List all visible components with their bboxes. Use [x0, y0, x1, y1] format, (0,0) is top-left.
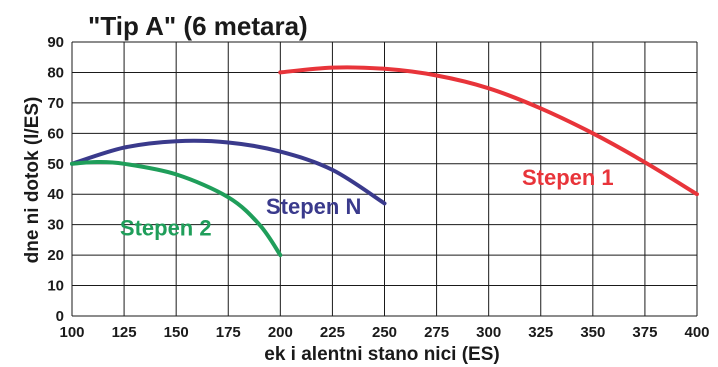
x-tick-label: 225 — [320, 324, 345, 341]
x-tick-label: 375 — [632, 324, 657, 341]
series-line-stepen-2 — [70, 159, 283, 258]
y-tick-label: 90 — [47, 34, 64, 51]
x-tick-label: 175 — [216, 324, 241, 341]
y-tick-label: 20 — [47, 247, 64, 264]
series-lines — [70, 65, 699, 258]
x-tick-label: 250 — [372, 324, 397, 341]
y-tick-label: 10 — [47, 278, 64, 295]
y-tick-label: 40 — [47, 186, 64, 203]
y-axis-label: dne ni dotok (l/ES) — [22, 97, 43, 264]
series-label-stepen-1: Stepen 1 — [522, 165, 614, 190]
x-tick-label: 400 — [684, 324, 709, 341]
x-tick-label: 150 — [164, 324, 189, 341]
x-tick-label: 100 — [59, 324, 84, 341]
grid — [71, 41, 698, 317]
y-tick-label: 70 — [47, 95, 64, 112]
series-labels: Stepen 1 Stepen N Stepen 2 — [120, 165, 614, 240]
y-tick-label: 80 — [47, 64, 64, 81]
y-tick-label: 0 — [56, 308, 64, 325]
chart-title: "Tip A" (6 metara) — [88, 11, 308, 41]
x-tick-label: 350 — [580, 324, 605, 341]
y-ticks: 0 10 20 30 40 50 60 70 80 90 — [47, 34, 64, 325]
x-tick-label: 275 — [424, 324, 449, 341]
series-line-stepen-1 — [278, 65, 699, 197]
series-line-stepen-n — [70, 138, 387, 206]
x-ticks: 100 125 150 175 200 225 250 275 300 325 350 375 400 — [59, 324, 709, 341]
x-axis-label: ek i alentni stano nici (ES) — [264, 344, 499, 365]
x-tick-label: 200 — [268, 324, 293, 341]
series-label-stepen-2: Stepen 2 — [120, 215, 212, 240]
y-tick-label: 30 — [47, 217, 64, 234]
x-tick-label: 325 — [528, 324, 553, 341]
x-tick-label: 300 — [476, 324, 501, 341]
x-tick-label: 125 — [112, 324, 137, 341]
y-tick-label: 60 — [47, 125, 64, 142]
series-label-stepen-n: Stepen N — [266, 194, 361, 219]
y-tick-label: 50 — [47, 156, 64, 173]
